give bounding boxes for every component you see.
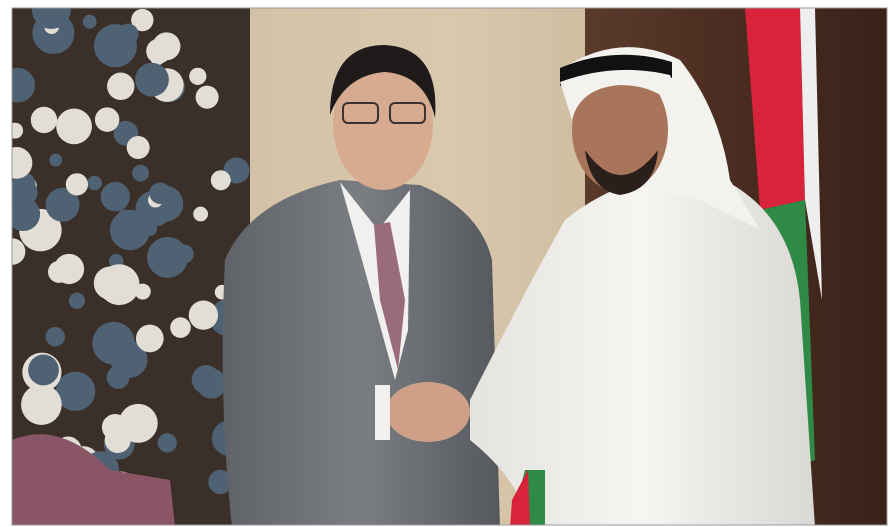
pattern-circle <box>53 253 85 285</box>
ghutra <box>560 69 690 130</box>
pattern-circle <box>92 321 136 365</box>
glasses-left <box>342 102 379 124</box>
sofa <box>12 434 175 525</box>
pattern-circle <box>107 72 135 101</box>
pattern-circle <box>208 469 233 495</box>
robe <box>470 170 815 525</box>
beard <box>585 150 658 195</box>
pattern-circle <box>45 187 80 222</box>
pattern-circle <box>109 209 151 251</box>
pattern-circle <box>12 238 26 265</box>
pattern-circle <box>174 244 194 264</box>
pattern-circle <box>135 62 169 97</box>
pattern-circle <box>195 85 219 109</box>
hair <box>330 45 436 118</box>
pattern-circle <box>56 108 92 145</box>
pattern-circle <box>149 182 171 205</box>
pattern-circle <box>31 8 71 29</box>
cuff <box>375 385 390 440</box>
face <box>572 68 668 192</box>
pattern-circle <box>98 264 140 306</box>
pattern-circle <box>30 106 58 134</box>
pattern-circle <box>45 327 65 347</box>
frame-border <box>11 7 888 526</box>
pattern-circle <box>12 67 36 103</box>
pattern-circle <box>132 164 150 182</box>
pattern-circle <box>87 175 102 191</box>
pattern-circle <box>82 14 97 29</box>
pattern-circle <box>131 8 154 32</box>
pattern-circle <box>12 197 41 232</box>
table-flag-red <box>510 470 530 525</box>
pattern-circle <box>21 384 62 425</box>
pattern-circle <box>104 426 131 454</box>
pattern-circle <box>12 122 24 139</box>
pattern-circle <box>65 173 89 196</box>
tie <box>374 222 405 370</box>
pattern-circle <box>126 135 150 160</box>
face <box>333 60 433 190</box>
pattern-circle <box>49 153 63 167</box>
flag-red <box>745 8 805 210</box>
pattern-circle <box>55 371 96 412</box>
pattern-circle <box>12 147 33 179</box>
pattern-circle <box>188 300 219 330</box>
pattern-circle <box>193 206 208 222</box>
pattern-circle <box>93 24 138 68</box>
pattern-circle <box>94 107 120 132</box>
flag-white <box>800 8 822 300</box>
pattern-circle <box>68 292 86 309</box>
pattern-circle <box>134 283 151 300</box>
hands <box>386 382 470 442</box>
pattern-circle <box>100 181 130 212</box>
glasses-right <box>389 102 426 124</box>
pattern-circle <box>170 317 191 338</box>
pattern-circle <box>150 50 166 66</box>
pattern-circle <box>157 433 177 453</box>
pattern-circle <box>189 67 207 85</box>
pattern-circle <box>28 354 59 386</box>
pattern-circle <box>196 368 227 399</box>
pattern-circle <box>210 170 231 191</box>
pattern-circle <box>135 324 164 353</box>
